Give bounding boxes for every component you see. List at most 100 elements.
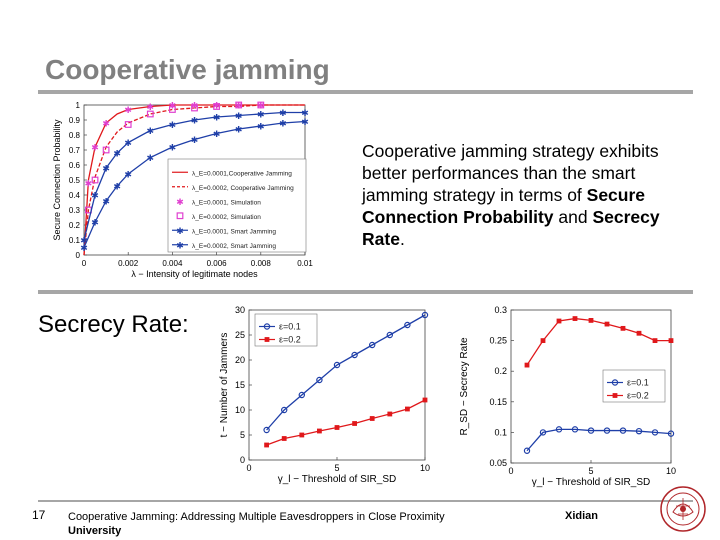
data-point: [334, 425, 340, 430]
data-point: ✱: [102, 119, 110, 129]
data-point: ✱: [279, 108, 287, 118]
x-tick-label: 0.002: [118, 259, 139, 268]
page-number: 17: [32, 508, 46, 522]
series-line: [83, 104, 305, 256]
x-tick-label: 0: [82, 259, 87, 268]
data-point: ✱: [91, 191, 99, 201]
data-point: [299, 432, 305, 438]
x-tick-label: 10: [666, 466, 676, 476]
y-tick-label: 0.1: [69, 236, 81, 245]
y-tick-label: 0.6: [69, 161, 81, 170]
university-seal-icon: [658, 484, 708, 534]
data-point: [651, 429, 659, 436]
data-point: ✱: [301, 117, 309, 127]
data-point: ✱: [301, 108, 309, 118]
legend-marker: [263, 323, 271, 330]
data-point: [317, 428, 322, 434]
data-point: [524, 362, 530, 368]
legend-entry: λ_E=0.0001, Simulation: [192, 199, 261, 206]
data-point: [316, 376, 323, 384]
data-point: [369, 416, 375, 421]
data-point: [604, 321, 610, 327]
data-point: [667, 430, 675, 437]
y-tick-label: 0.2: [494, 366, 507, 376]
data-point: ✱: [169, 101, 177, 111]
legend-entry: λ_E=0.0002, Cooperative Jamming: [192, 185, 294, 192]
title-divider: [38, 90, 693, 94]
data-point: [421, 311, 429, 319]
data-point: [635, 427, 643, 435]
scp-chart: 0 0.002 0.004 0.006 0.008 0.01 0 0.1 0.2 0.3 0.4 0.…: [50, 95, 320, 285]
y-tick-label: 0.1: [494, 427, 507, 437]
legend-marker: [612, 393, 618, 398]
data-point: [422, 397, 428, 403]
data-point: [298, 391, 306, 399]
legend-entry: ε=0.1: [627, 378, 649, 388]
data-point: [620, 325, 626, 331]
y-tick-label: 0.7: [69, 146, 81, 155]
data-point: [235, 101, 243, 109]
data-point: ✱: [124, 170, 132, 180]
legend-entry: λ_E=0.0002, Smart Jamming: [192, 243, 276, 250]
series-3: ✱✱✱✱ ✱ ✱ ✱ ✱ ✱ ✱: [85, 101, 265, 189]
y-axis-label: Secure Connection Probability: [52, 119, 62, 241]
middle-divider: [38, 290, 693, 294]
data-point: ✱: [257, 101, 265, 111]
x-tick-label: 0: [508, 466, 513, 476]
series-line: [526, 317, 671, 366]
series-line: [266, 314, 426, 431]
footer-divider: [38, 500, 693, 502]
data-point: [368, 341, 376, 349]
y-tick-label: 25: [235, 330, 245, 340]
footer-title-line1: Cooperative Jamming: Addressing Multiple…: [68, 511, 445, 523]
data-point: [603, 427, 611, 434]
series-2: [83, 104, 305, 256]
legend-marker: ✱: [176, 226, 184, 236]
data-point: [405, 406, 410, 412]
data-point: ✱: [80, 236, 88, 246]
data-point: [257, 101, 265, 109]
x-tick-label: 0.004: [162, 259, 183, 268]
jammers-chart-svg: 0 5 10 0 5 10 15 20 25 30 γ_l − Threshold of SIR_S…: [219, 305, 430, 485]
data-point: ✱: [213, 113, 221, 123]
legend-entry: λ_E=0.0001, Smart Jamming: [192, 228, 276, 235]
data-point: [352, 421, 357, 426]
y-tick-label: 0.15: [489, 397, 507, 407]
data-point: ✱: [102, 197, 110, 207]
data-point: [556, 318, 562, 324]
data-point: ✱: [147, 153, 155, 163]
y-tick-label: 0.25: [489, 336, 507, 346]
data-point: [387, 411, 393, 417]
data-point: [280, 406, 288, 414]
scp-chart-svg: 0 0.002 0.004 0.006 0.008 0.01 0 0.1 0.2 0.3 0.4 0.…: [52, 101, 313, 280]
slide-title: Cooperative jamming: [45, 54, 330, 85]
legend-marker: [176, 212, 184, 220]
data-point: [386, 331, 393, 339]
data-point: ✱: [113, 149, 121, 159]
data-point: [264, 442, 269, 448]
data-point: [168, 106, 176, 113]
data-point: [102, 146, 110, 154]
description-term-secrecy-rate: Secrecy Rate: [362, 207, 660, 249]
y-tick-label: 0.3: [69, 206, 81, 215]
secrecy-rate-chart: 0 5 10 0.05 0.1 0.15 0.2 0.25 0.3 γ_l − Threshold…: [455, 300, 685, 495]
data-point: ✱: [235, 111, 243, 121]
data-point: ✱: [147, 126, 155, 136]
data-point: [213, 103, 221, 110]
series-2: [264, 397, 428, 448]
data-point: ✱: [169, 120, 177, 130]
data-point: ✱: [91, 143, 99, 153]
legend-entry: ε=0.1: [279, 322, 301, 332]
data-point: ✱: [235, 101, 243, 111]
data-point: [668, 338, 674, 343]
data-point: [91, 176, 99, 184]
footer-title: Cooperative Jamming: Addressing Multiple…: [68, 510, 445, 538]
y-tick-label: 0.8: [69, 131, 81, 140]
series-1: [263, 311, 429, 434]
data-point: [540, 338, 546, 343]
series-1: [523, 426, 675, 454]
y-tick-label: 1: [76, 101, 81, 110]
series-line: [83, 111, 305, 241]
description-term-scp: Secure Connection Probability: [362, 185, 646, 227]
series-line: [526, 428, 672, 452]
